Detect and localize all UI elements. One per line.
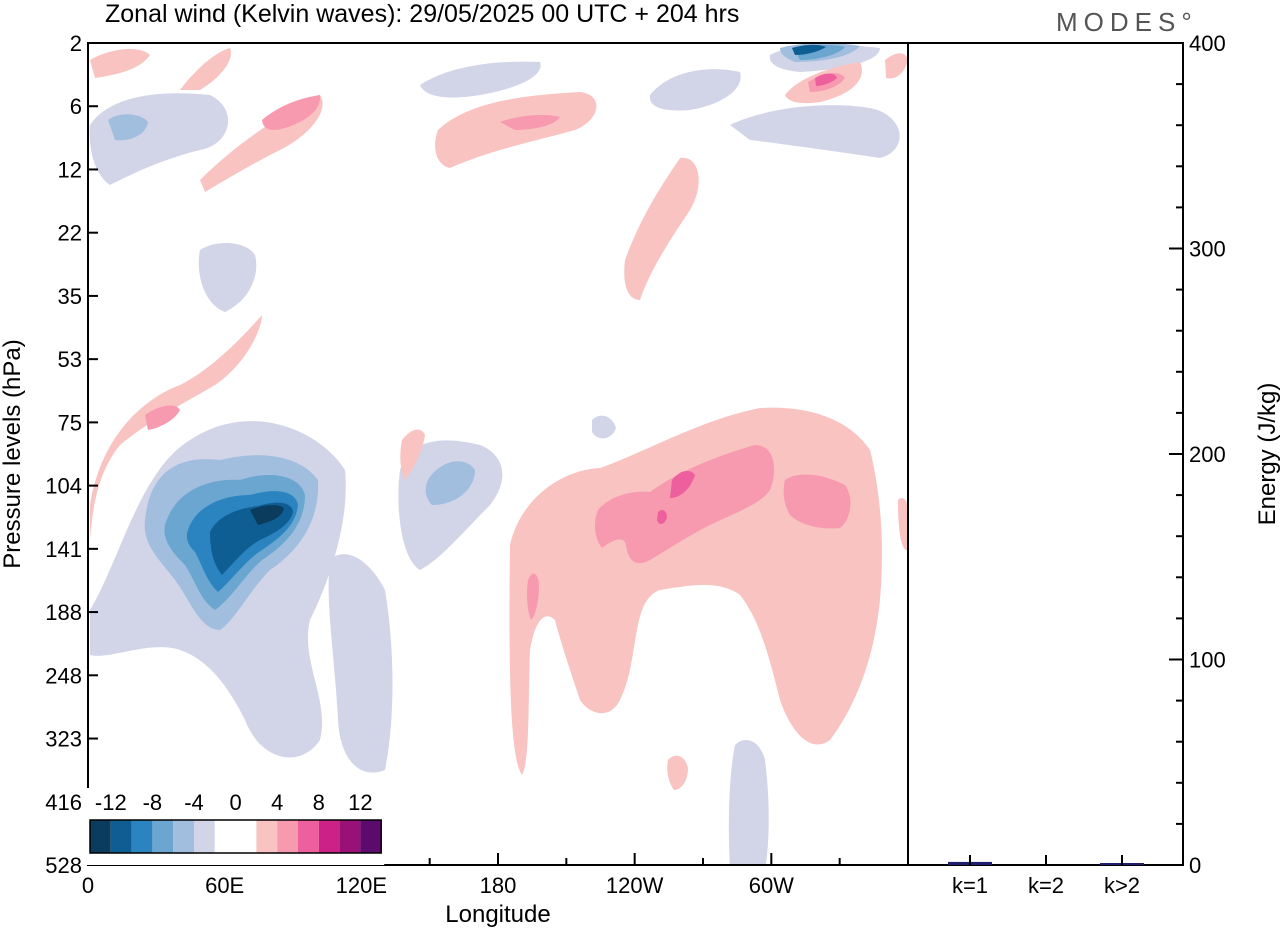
energy-bars: k=1 k=2 k>2 bbox=[948, 855, 1144, 898]
colorbar-label: -8 bbox=[143, 790, 163, 815]
pos-contour-mid bbox=[527, 573, 539, 620]
neg-contour-weak bbox=[730, 105, 900, 158]
y-tick-label: 188 bbox=[45, 600, 82, 625]
x-tick-label: 60W bbox=[749, 873, 794, 898]
energy-category-label: k=2 bbox=[1028, 873, 1064, 898]
energy-panel-frame bbox=[907, 42, 1184, 866]
y-tick-label: 6 bbox=[70, 94, 82, 119]
pos-contour-weak bbox=[509, 407, 882, 775]
pos-contour-mid bbox=[500, 114, 560, 130]
colorbar-legend: -12 -8 -4 0 4 8 12 bbox=[87, 788, 385, 865]
pos-contour-strong bbox=[670, 470, 695, 498]
x-tick-label: 120W bbox=[606, 873, 664, 898]
modes-logo: MODES° bbox=[1056, 7, 1198, 37]
neg-contour-weak bbox=[198, 243, 257, 312]
energy-axis-label: Energy (J/kg) bbox=[1254, 383, 1280, 526]
colorbar-swatch bbox=[339, 820, 361, 853]
colorbar-swatch bbox=[110, 820, 132, 853]
colorbar-frame bbox=[89, 819, 382, 854]
colorbar-label: 8 bbox=[313, 790, 325, 815]
pos-contour-weak bbox=[435, 92, 597, 168]
colorbar-swatch bbox=[298, 820, 319, 853]
y-tick-label: 22 bbox=[58, 221, 82, 246]
energy-tick-label: 0 bbox=[1189, 853, 1201, 878]
pos-contour-weak bbox=[180, 48, 231, 90]
colorbar-swatch bbox=[277, 820, 298, 853]
energy-category-label: k=1 bbox=[952, 873, 988, 898]
longitude-axis: 0 60E 120E 180 120W 60W bbox=[82, 853, 841, 898]
y-tick-label: 323 bbox=[45, 727, 82, 752]
colorbar-label: -12 bbox=[95, 790, 127, 815]
energy-category-label: k>2 bbox=[1104, 873, 1140, 898]
neg-contour-max bbox=[250, 505, 284, 525]
neg-contour-mid bbox=[425, 461, 475, 505]
colorbar-swatch bbox=[256, 820, 278, 853]
chart-title: Zonal wind (Kelvin waves): 29/05/2025 00… bbox=[105, 0, 739, 28]
pos-contour-mid bbox=[145, 405, 180, 430]
colorbar-swatch bbox=[173, 820, 194, 853]
pressure-axis: 2 6 12 22 35 53 75 104 141 188 248 323 416 528 bbox=[45, 31, 98, 878]
neg-contour-max bbox=[210, 502, 293, 575]
pos-contour-mid bbox=[783, 474, 851, 529]
neg-contour-weak bbox=[649, 69, 741, 111]
x-tick-label: 60E bbox=[205, 873, 244, 898]
neg-contour-weak bbox=[728, 740, 769, 865]
y-tick-label: 35 bbox=[58, 284, 82, 309]
y-tick-label: 53 bbox=[58, 347, 82, 372]
y-tick-label: 2 bbox=[70, 31, 82, 56]
colorbar-swatch bbox=[318, 820, 340, 853]
pos-contour-weak bbox=[90, 315, 262, 540]
y-tick-label: 104 bbox=[45, 474, 82, 499]
pos-contour-strong bbox=[815, 73, 837, 86]
colorbar-swatch bbox=[131, 820, 153, 853]
colorbar-swatch bbox=[235, 820, 257, 853]
x-tick-label: 0 bbox=[82, 873, 94, 898]
pos-contour-mid bbox=[594, 445, 775, 564]
energy-tick-label: 100 bbox=[1189, 648, 1226, 673]
colorbar-label: 12 bbox=[348, 790, 372, 815]
pos-contour-strong bbox=[657, 510, 667, 524]
energy-axis: 0 100 200 300 400 bbox=[1169, 31, 1226, 878]
y-tick-label: 75 bbox=[58, 410, 82, 435]
colorbar-label: 0 bbox=[229, 790, 241, 815]
colorbar-swatch bbox=[194, 820, 215, 853]
x-tick-label: 180 bbox=[480, 873, 517, 898]
colorbar-swatch bbox=[152, 820, 174, 853]
neg-contour-max bbox=[792, 44, 826, 55]
energy-tick-label: 300 bbox=[1189, 237, 1226, 262]
colorbar-swatch bbox=[90, 820, 111, 853]
energy-tick-label: 200 bbox=[1189, 442, 1226, 467]
energy-tick-label: 400 bbox=[1189, 31, 1226, 56]
pos-contour-weak bbox=[400, 429, 425, 480]
x-tick-label: 120E bbox=[336, 873, 387, 898]
colorbar-swatch bbox=[360, 820, 382, 853]
pos-contour-weak bbox=[624, 157, 699, 300]
neg-contour-weak bbox=[89, 93, 229, 185]
colorbar-swatch bbox=[214, 820, 236, 853]
pos-contour-mid bbox=[262, 95, 321, 130]
pos-contour-weak bbox=[90, 48, 150, 78]
wind-field bbox=[89, 43, 908, 865]
pos-contour-weak bbox=[667, 755, 688, 790]
y-tick-label: 416 bbox=[45, 790, 82, 815]
neg-contour-weak bbox=[398, 440, 503, 570]
colorbar-label: 4 bbox=[271, 790, 283, 815]
colorbar-label: -4 bbox=[184, 790, 204, 815]
x-axis-label: Longitude bbox=[445, 901, 550, 928]
pos-contour-weak bbox=[885, 53, 908, 79]
y-tick-label: 528 bbox=[45, 853, 82, 878]
y-tick-label: 12 bbox=[58, 157, 82, 182]
neg-contour-weak bbox=[420, 61, 541, 98]
pos-contour-weak bbox=[898, 498, 908, 551]
neg-contour-mid bbox=[108, 114, 148, 141]
neg-contour-weak bbox=[328, 554, 393, 773]
neg-contour-weak bbox=[592, 415, 616, 439]
y-tick-label: 141 bbox=[45, 537, 82, 562]
y-tick-label: 248 bbox=[45, 663, 82, 688]
y-axis-label: Pressure levels (hPa) bbox=[0, 339, 26, 568]
